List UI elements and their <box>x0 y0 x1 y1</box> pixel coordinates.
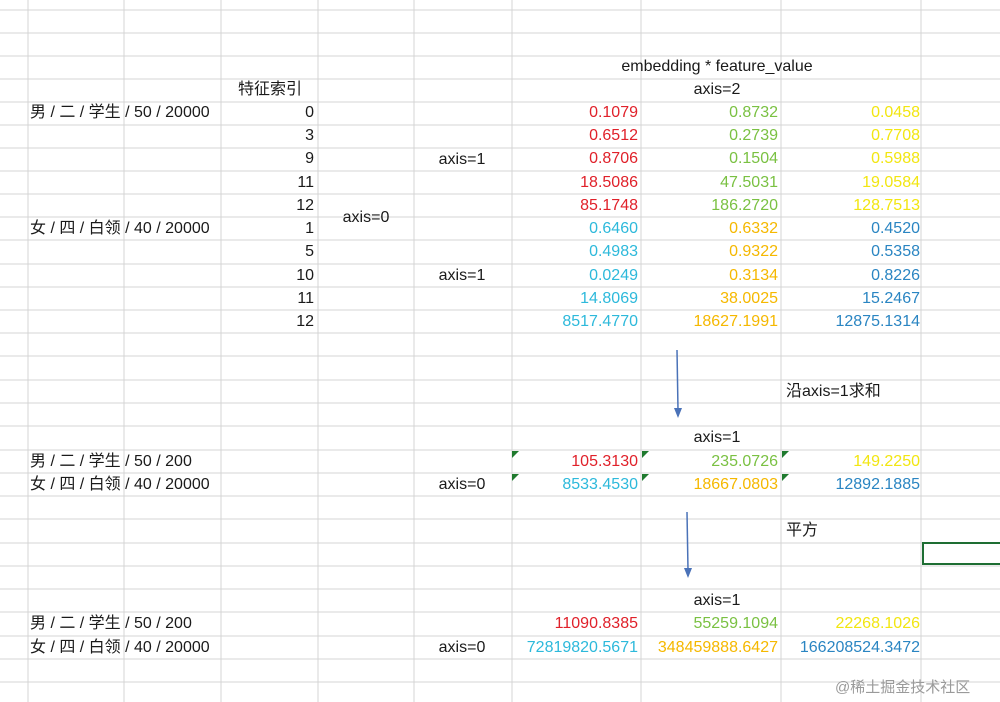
feature-index-cell[interactable]: 0 <box>305 104 314 121</box>
value-cell[interactable]: 38.0025 <box>720 290 778 307</box>
value-cell[interactable]: 0.0249 <box>589 267 638 284</box>
value-cell[interactable]: 0.6460 <box>589 220 638 237</box>
axis1-label: axis=1 <box>693 592 741 609</box>
feature-index-cell[interactable]: 12 <box>296 313 314 330</box>
value-cell[interactable]: 0.9322 <box>729 243 778 260</box>
axis0-label: axis=0 <box>342 209 390 226</box>
value-cell[interactable]: 22268.1026 <box>835 615 920 632</box>
step-square-label: 平方 <box>786 522 819 539</box>
value-cell[interactable]: 8533.4530 <box>562 476 638 493</box>
row-label-male[interactable]: 男 / 二 / 学生 / 50 / 200 <box>30 453 192 470</box>
step-sum-label: 沿axis=1求和 <box>786 383 881 400</box>
feature-index-cell[interactable]: 11 <box>297 174 314 191</box>
cell-error-indicator[interactable] <box>782 451 789 458</box>
row-label-female[interactable]: 女 / 四 / 白领 / 40 / 20000 <box>30 220 210 237</box>
feature-index-cell[interactable]: 3 <box>305 127 314 144</box>
feature-index-cell[interactable]: 12 <box>296 197 314 214</box>
cell-error-indicator[interactable] <box>642 474 649 481</box>
value-cell[interactable]: 348459888.6427 <box>657 639 778 656</box>
header-title: embedding * feature_value <box>621 58 813 75</box>
row-label-female[interactable]: 女 / 四 / 白领 / 40 / 20000 <box>30 639 210 656</box>
feature-index-cell[interactable]: 10 <box>296 267 314 284</box>
value-cell[interactable]: 0.5988 <box>871 150 920 167</box>
value-cell[interactable]: 0.5358 <box>871 243 920 260</box>
value-cell[interactable]: 0.1079 <box>589 104 638 121</box>
value-cell[interactable]: 235.0726 <box>711 453 778 470</box>
row-label-female[interactable]: 女 / 四 / 白领 / 40 / 20000 <box>30 476 210 493</box>
feature-index-cell[interactable]: 1 <box>305 220 314 237</box>
axis1-label: axis=1 <box>438 151 486 168</box>
value-cell[interactable]: 0.6332 <box>729 220 778 237</box>
value-cell[interactable]: 0.4983 <box>589 243 638 260</box>
cell-error-indicator[interactable] <box>642 451 649 458</box>
value-cell[interactable]: 14.8069 <box>580 290 638 307</box>
feature-index-cell[interactable]: 9 <box>305 150 314 167</box>
row-label-male[interactable]: 男 / 二 / 学生 / 50 / 20000 <box>30 104 210 121</box>
value-cell[interactable]: 0.6512 <box>589 127 638 144</box>
value-cell[interactable]: 0.3134 <box>729 267 778 284</box>
value-cell[interactable]: 85.1748 <box>580 197 638 214</box>
value-cell[interactable]: 8517.4770 <box>562 313 638 330</box>
feature-index-cell[interactable]: 11 <box>297 290 314 307</box>
value-cell[interactable]: 12875.1314 <box>835 313 920 330</box>
axis0-label: axis=0 <box>438 476 486 493</box>
row-label-male[interactable]: 男 / 二 / 学生 / 50 / 200 <box>30 615 192 632</box>
feature-index-header: 特征索引 <box>237 81 302 98</box>
cell-error-indicator[interactable] <box>512 474 519 481</box>
value-cell[interactable]: 72819820.5671 <box>526 639 638 656</box>
value-cell[interactable]: 18627.1991 <box>693 313 778 330</box>
value-cell[interactable]: 18.5086 <box>580 174 638 191</box>
selected-cell[interactable] <box>922 542 1000 565</box>
cell-error-indicator[interactable] <box>512 451 519 458</box>
axis1-label: axis=1 <box>438 267 486 284</box>
value-cell[interactable]: 0.1504 <box>729 150 778 167</box>
value-cell[interactable]: 0.8732 <box>729 104 778 121</box>
value-cell[interactable]: 166208524.3472 <box>799 639 920 656</box>
value-cell[interactable]: 47.5031 <box>720 174 778 191</box>
value-cell[interactable]: 149.2250 <box>853 453 920 470</box>
axis0-label: axis=0 <box>438 639 486 656</box>
watermark: @稀土掘金技术社区 <box>835 679 971 696</box>
value-cell[interactable]: 18667.0803 <box>693 476 778 493</box>
value-cell[interactable]: 0.0458 <box>871 104 920 121</box>
cell-error-indicator[interactable] <box>782 474 789 481</box>
value-cell[interactable]: 19.0584 <box>862 174 920 191</box>
value-cell[interactable]: 0.7708 <box>871 127 920 144</box>
value-cell[interactable]: 186.2720 <box>711 197 778 214</box>
value-cell[interactable]: 0.8706 <box>589 150 638 167</box>
value-cell[interactable]: 55259.1094 <box>693 615 778 632</box>
value-cell[interactable]: 128.7513 <box>853 197 920 214</box>
value-cell[interactable]: 0.8226 <box>871 267 920 284</box>
value-cell[interactable]: 0.4520 <box>871 220 920 237</box>
axis2-label: axis=2 <box>693 81 741 98</box>
value-cell[interactable]: 105.3130 <box>571 453 638 470</box>
feature-index-cell[interactable]: 5 <box>305 243 314 260</box>
value-cell[interactable]: 12892.1885 <box>835 476 920 493</box>
value-cell[interactable]: 0.2739 <box>729 127 778 144</box>
value-cell[interactable]: 15.2467 <box>862 290 920 307</box>
value-cell[interactable]: 11090.8385 <box>554 615 638 632</box>
axis1-label: axis=1 <box>693 429 741 446</box>
